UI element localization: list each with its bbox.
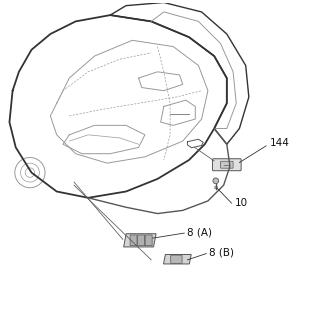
FancyBboxPatch shape [130, 235, 137, 246]
FancyBboxPatch shape [212, 159, 241, 171]
Polygon shape [163, 254, 191, 264]
FancyBboxPatch shape [220, 161, 233, 168]
Circle shape [213, 178, 219, 184]
Polygon shape [123, 234, 156, 247]
Text: 144: 144 [269, 138, 289, 148]
Text: 10: 10 [235, 197, 248, 208]
Text: 8 (B): 8 (B) [209, 248, 234, 258]
Text: 8 (A): 8 (A) [187, 228, 212, 237]
FancyBboxPatch shape [138, 235, 145, 246]
FancyBboxPatch shape [171, 255, 182, 263]
FancyBboxPatch shape [145, 235, 152, 246]
